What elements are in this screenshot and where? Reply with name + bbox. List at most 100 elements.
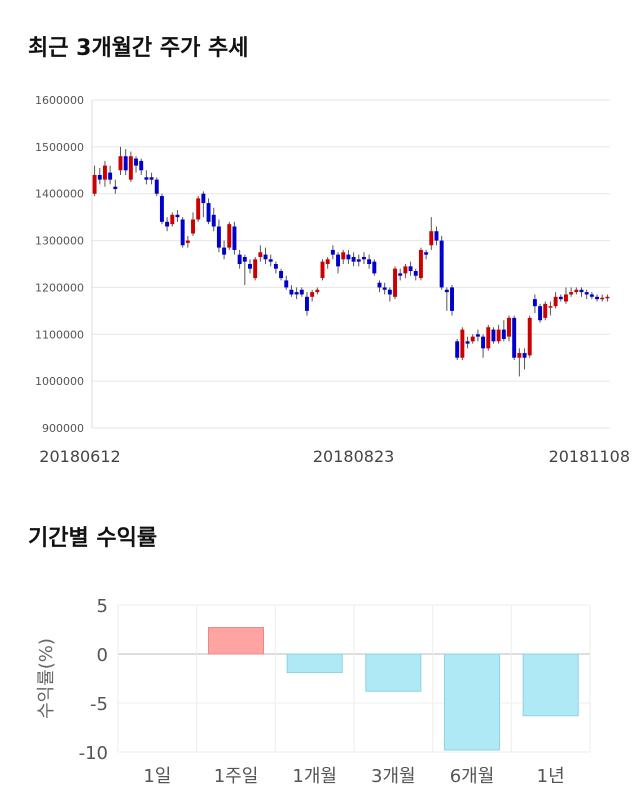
candle-body [460,329,465,358]
candle-body [341,252,346,260]
candle-body [315,289,320,293]
candle-body [325,259,330,264]
candle-body [159,196,164,222]
candle-body [475,334,480,337]
candle-body [605,296,610,299]
candle-body [434,231,439,241]
candle-body [191,219,195,234]
candle-body [387,289,392,295]
candle-body [564,294,568,302]
candle-body [180,219,185,246]
candle-body [237,254,242,264]
candle-body [429,231,434,246]
x-tick-label: 3개월 [371,766,416,787]
candle-body [382,287,387,290]
candle-body [522,353,527,358]
candle-body [491,329,496,342]
y-tick-label: 1400000 [35,188,84,201]
candle-body [185,240,190,243]
grid [117,604,591,753]
return-bar [443,653,501,751]
candle-body [248,264,252,269]
candle-body [144,177,149,180]
y-tick-label: 1300000 [35,235,84,248]
candle-body [470,336,475,342]
candle-body [507,317,511,337]
candle-body [97,174,102,180]
candle-body [222,247,227,255]
x-tick-label: 20180823 [313,447,394,466]
candle-body [201,193,206,204]
candle-body [305,296,309,311]
candle-body [543,303,548,318]
y-tick-label: 1500000 [35,141,84,154]
candle-body [279,271,284,279]
candle-body [548,306,553,308]
x-tick-label: 1개월 [292,766,337,787]
candle-body [351,256,356,262]
returns-title: 기간별 수익률 [28,526,158,551]
candle-body [356,259,361,262]
price-trend-title: 최근 3개월간 주가 추세 [28,36,249,61]
y-tick-label: 1100000 [35,328,84,341]
candle-body [403,266,408,274]
candle-body [128,156,133,180]
y-tick-label: 5 [97,596,108,617]
candle-body [196,198,201,220]
candle-body [527,317,532,356]
candle-body [569,292,574,295]
candle-body [263,254,268,260]
candle-body [595,296,600,300]
candle-body [211,214,216,227]
candle-body [289,289,294,295]
candle-body [123,156,128,171]
candle-body [517,353,522,358]
candle-body [253,259,258,279]
candle-body [336,254,341,267]
return-bar [207,627,265,655]
candle-body [139,160,144,171]
candle-body [102,165,107,180]
grid [91,99,610,429]
candle-body [393,268,397,297]
x-axis-ticks: 20180612 20180823 20181108 [39,447,630,466]
bars [207,627,579,751]
candle-body [330,249,335,255]
y-tick-label: 1600000 [35,94,84,107]
candle-body [450,287,454,311]
candle-body [284,280,289,288]
candle-body [532,299,537,307]
y-tick-label: -10 [79,743,108,764]
candle-body [558,296,563,300]
candle-body [584,292,589,295]
candle-body [579,289,584,293]
candle-body [206,203,211,222]
candle-body [512,317,517,358]
candle-body [108,172,113,180]
return-bar [286,653,343,674]
candle-body [149,177,154,180]
y-tick-label: 0 [97,645,108,666]
candle-body [216,226,221,248]
candle-body [273,264,278,269]
candle-body [367,259,372,264]
candle-body [134,158,138,166]
candle-body [258,252,263,257]
y-axis-label: 수익률(%) [36,638,57,719]
candle-body [589,294,594,297]
candle-body [486,327,491,349]
candle-body [294,292,299,295]
candle-body [92,174,97,194]
candlestick-chart: 900000 1000000 1100000 1200000 1300000 140000… [35,94,630,466]
x-tick-label: 20180612 [39,447,120,466]
candle-body [118,156,123,171]
candle-body [496,329,501,342]
returns-bar-chart: 5 0 -5 -10 1일 1주일 1개월 3개월 6개월 1년 수익률(%) [36,596,591,787]
candle-body [553,296,558,307]
candle-body [501,329,506,339]
x-tick-label: 1일 [143,766,171,787]
candle-body [408,266,413,272]
candle-body [600,297,605,300]
candle-body [481,336,486,349]
candles [92,146,610,377]
